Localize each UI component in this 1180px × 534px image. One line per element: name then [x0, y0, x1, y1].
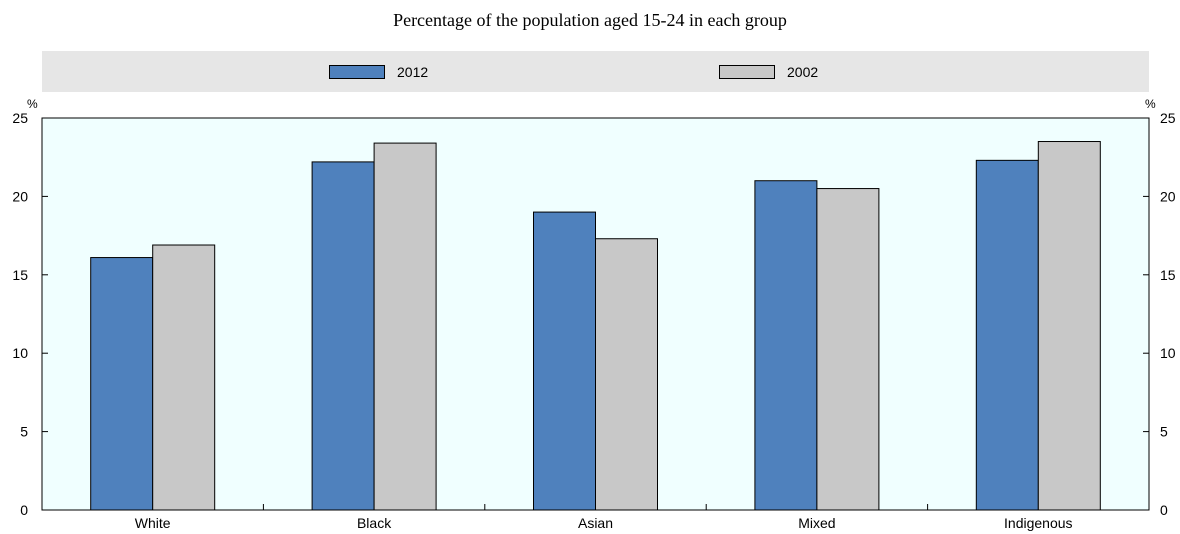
- chart-title: Percentage of the population aged 15-24 …: [393, 10, 787, 30]
- y-unit-left: %: [27, 97, 38, 111]
- y-tick-label-left: 20: [12, 188, 28, 204]
- bar-2012-black: [311, 161, 375, 511]
- y-tick-label-left: 10: [12, 345, 28, 361]
- legend-label-2012: 2012: [397, 64, 429, 80]
- x-tick-label: Indigenous: [1004, 515, 1073, 531]
- legend-item-2002: 2002: [719, 63, 818, 81]
- y-tick-label-right: 15: [1160, 267, 1176, 283]
- x-tick-label: Mixed: [798, 515, 835, 531]
- bar-2012-indigenous: [975, 159, 1039, 511]
- y-tick-label-right: 10: [1160, 345, 1176, 361]
- y-tick-label-right: 5: [1160, 424, 1168, 440]
- y-tick-label-left: 0: [20, 502, 28, 518]
- bar-2002-indigenous: [1037, 141, 1101, 511]
- legend: 2012 2002: [42, 51, 1149, 92]
- y-tick-label-left: 25: [12, 110, 28, 126]
- bar-2002-mixed: [816, 188, 880, 511]
- legend-item-2012: 2012: [329, 63, 428, 81]
- bar-2012-asian: [533, 211, 596, 511]
- bar-2002-white: [152, 244, 216, 511]
- y-tick-label-right: 0: [1160, 502, 1168, 518]
- legend-swatch-2012: [329, 65, 385, 79]
- x-tick-label: Black: [357, 515, 392, 531]
- y-tick-label-left: 15: [12, 267, 28, 283]
- x-tick-label: Asian: [578, 515, 613, 531]
- bar-2002-black: [373, 142, 437, 511]
- y-tick-label-right: 25: [1160, 110, 1176, 126]
- legend-label-2002: 2002: [787, 64, 819, 80]
- y-tick-label-right: 20: [1160, 188, 1176, 204]
- y-unit-right: %: [1145, 97, 1156, 111]
- bar-2012-mixed: [754, 180, 818, 511]
- bar-2012-white: [90, 257, 154, 511]
- x-tick-label: White: [135, 515, 171, 531]
- y-tick-label-left: 5: [20, 424, 28, 440]
- legend-swatch-2002: [719, 65, 775, 79]
- bar-2002-asian: [595, 238, 658, 511]
